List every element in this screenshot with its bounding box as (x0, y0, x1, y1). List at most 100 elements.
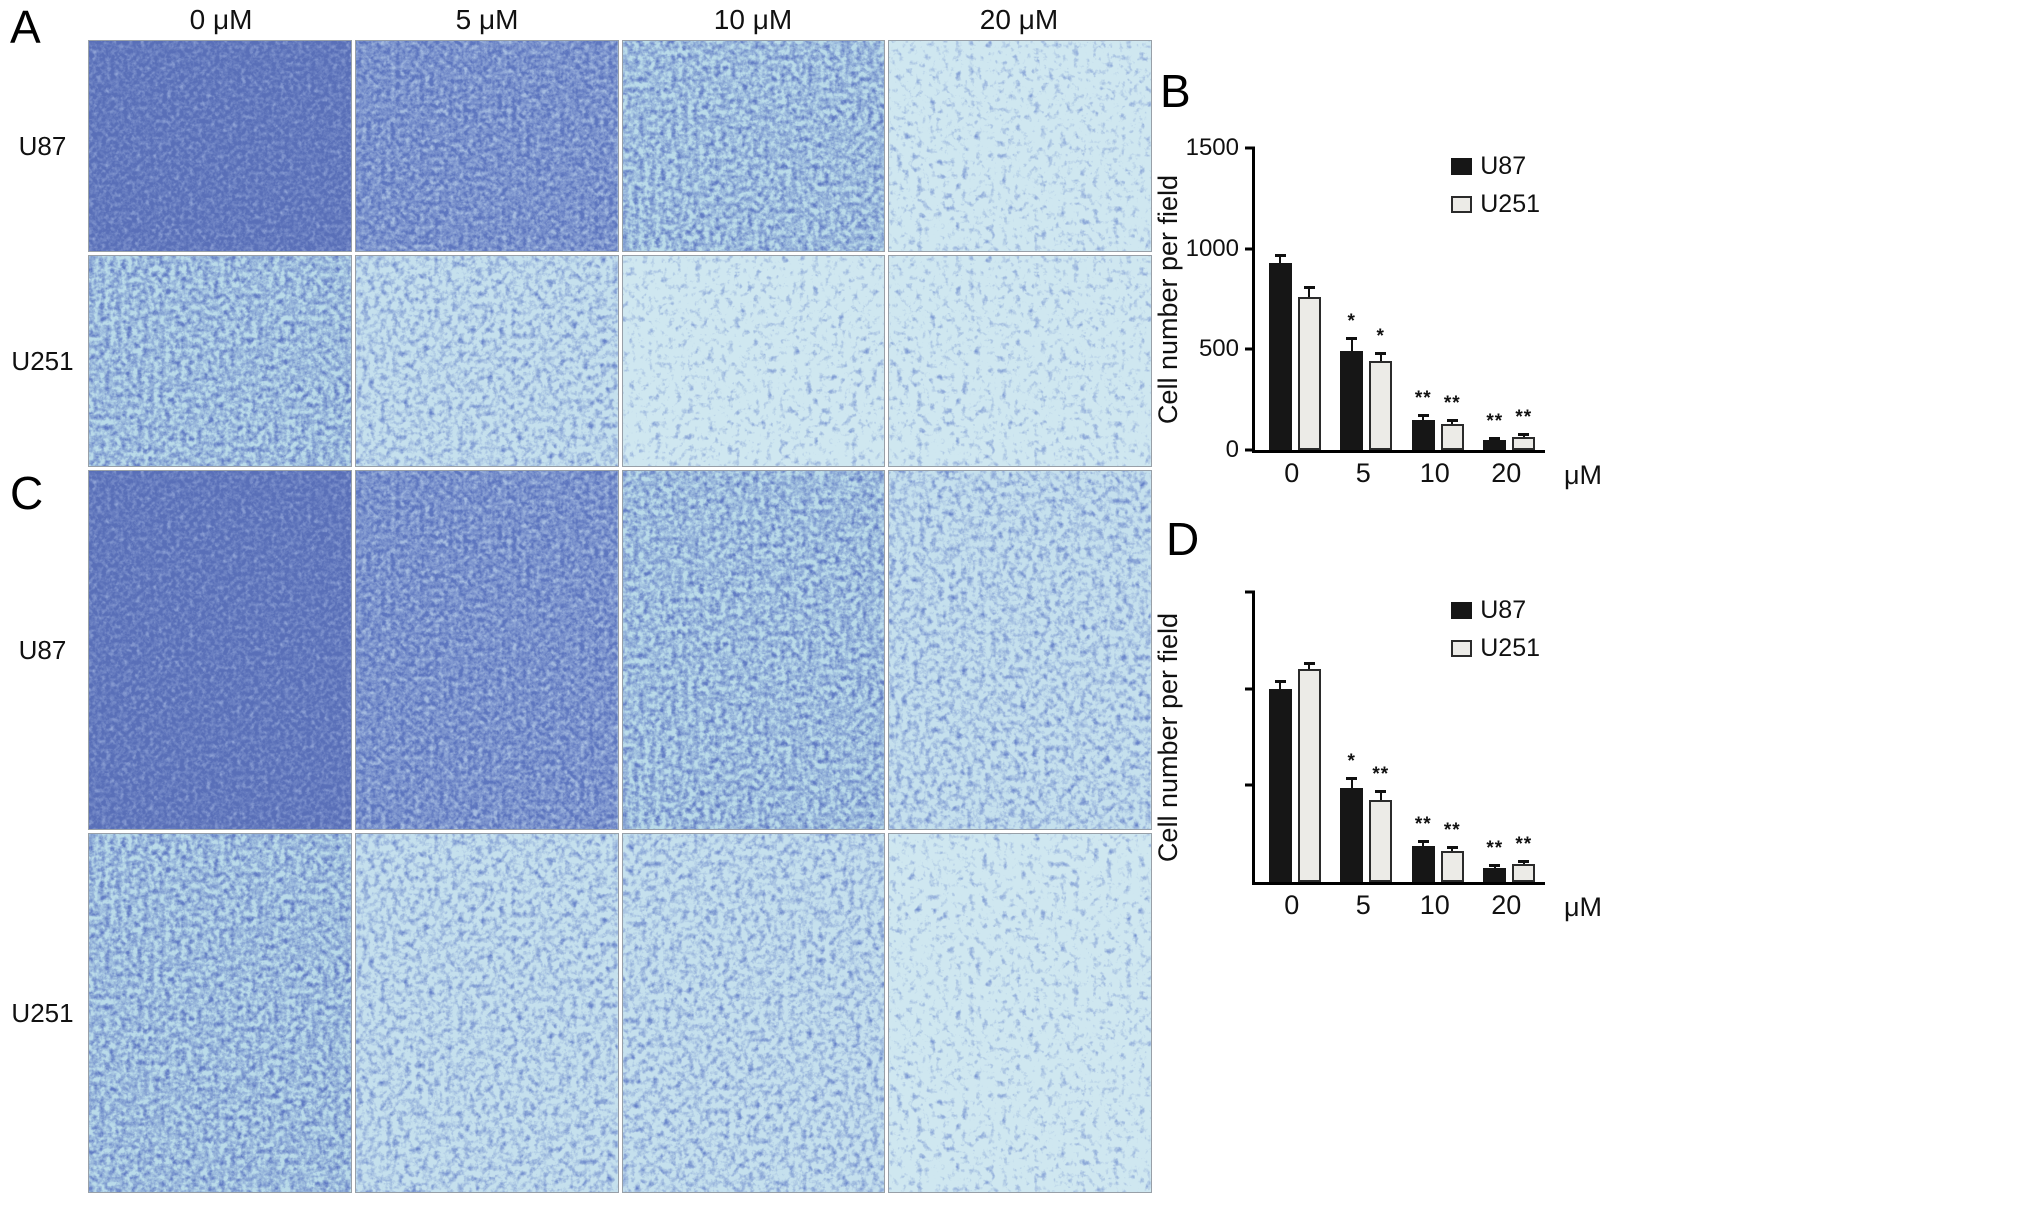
x-tick-label: 10 (1419, 458, 1450, 488)
y-tick-mark (1245, 590, 1255, 594)
micrograph-tile-c-u87-10um (621, 470, 886, 830)
micrograph-texture (889, 256, 1151, 466)
plot-area: 0 500 1000 1500 * * ** ** ** ** (1186, 134, 1545, 463)
bar-wrap (1297, 592, 1321, 882)
bar-chart-d: Cell number per field * ** ** ** ** ** μM 0 5 10… (1154, 590, 1602, 922)
error-bar (1446, 418, 1458, 424)
row-label-c-u87: U87 (18, 634, 67, 665)
bar-wrap: ** (1512, 148, 1536, 450)
legend-item-u251: U251 (1451, 190, 1540, 219)
legend-item-u251: U251 (1451, 634, 1540, 663)
legend-swatch-u251 (1451, 640, 1473, 657)
micrograph-image (622, 471, 885, 829)
bar-groups: * * ** ** ** ** (1259, 148, 1545, 450)
micrograph-tile-c-u87-0um (88, 470, 352, 830)
bar-wrap (1268, 148, 1292, 450)
legend-label-u251: U251 (1480, 634, 1540, 662)
micrograph-image (622, 41, 885, 251)
x-axis-unit: μM (1563, 892, 1602, 922)
micrograph-texture (355, 471, 618, 829)
micrograph-section: A C 0 μM 5 μM 10 μM 20 μM U87 U251 U87 (0, 0, 1152, 1193)
bar-wrap: ** (1512, 592, 1536, 882)
panel-a-grid: U87 U251 (0, 40, 1152, 467)
concentration-header-2: 10 μM (713, 4, 793, 35)
error-bar-cap (1518, 860, 1530, 864)
y-tick-label: 0 (1225, 436, 1239, 463)
bar-groups: * ** ** ** ** ** (1259, 592, 1545, 882)
bar-group: ** ** (1402, 148, 1474, 450)
error-bar (1489, 863, 1501, 868)
bar-wrap: ** (1411, 148, 1435, 450)
concentration-header-3: 20 μM (979, 4, 1059, 35)
micrograph-texture (622, 834, 885, 1192)
bar-group: * ** (1331, 592, 1403, 882)
y-axis-label: Cell number per field (1152, 148, 1186, 450)
bar-wrap: * (1340, 592, 1364, 882)
micrograph-texture (622, 471, 885, 829)
legend-swatch-u87 (1451, 602, 1473, 619)
bar-group (1259, 148, 1331, 450)
micrograph-tile-a-u87-10um (621, 40, 886, 252)
concentration-headers: 0 μM 5 μM 10 μM 20 μM (88, 0, 1152, 40)
x-tick-label: 5 (1355, 890, 1371, 920)
x-tick-label: 5 (1355, 458, 1371, 488)
row-label-c-u251: U251 (11, 997, 74, 1028)
error-bar (1417, 413, 1429, 420)
micrograph-image (622, 834, 885, 1192)
error-bar (1518, 860, 1530, 864)
error-bar-cap (1346, 337, 1358, 341)
row-label-a-u251: U251 (11, 345, 74, 376)
bar-wrap (1297, 148, 1321, 450)
bar-wrap: ** (1483, 148, 1507, 450)
micrograph-tile-c-u251-5um (354, 833, 619, 1193)
error-bar (1346, 337, 1358, 352)
x-tick-label: 10 (1419, 890, 1450, 920)
error-bar-cap (1375, 790, 1387, 794)
bar-wrap: ** (1411, 592, 1435, 882)
legend-swatch-u87 (1451, 158, 1473, 175)
y-tick-label: 1000 (1185, 234, 1239, 262)
micrograph-tile-a-u87-20um (888, 40, 1152, 252)
bar-wrap: ** (1440, 592, 1464, 882)
bar-u251 (1512, 436, 1536, 450)
panel-c-row-u251: U251 (0, 833, 1152, 1193)
error-bar (1518, 433, 1530, 437)
bar-wrap: ** (1369, 592, 1393, 882)
micrograph-tile-a-u87-5um (354, 40, 619, 252)
panel-label-b: B (1160, 65, 1191, 117)
error-bar-cap (1489, 863, 1501, 867)
micrograph-tile-a-u251-10um (621, 255, 886, 467)
error-bar (1417, 839, 1429, 846)
y-axis-label-text: Cell number per field (1153, 174, 1184, 424)
y-tick-mark (1245, 687, 1255, 691)
legend-label-u87: U87 (1480, 152, 1527, 180)
micrograph-image (889, 834, 1151, 1192)
micrograph-texture (889, 471, 1151, 829)
bar-u251 (1440, 423, 1464, 450)
y-tick-mark (1245, 347, 1255, 351)
bar-u251 (1440, 850, 1464, 882)
legend-swatch-u251 (1451, 196, 1473, 213)
significance-marker: ** (1414, 813, 1432, 835)
panel-label-d: D (1166, 513, 1200, 565)
error-bar (1375, 790, 1387, 800)
bar-group: ** ** (1474, 592, 1546, 882)
plot-area: * ** ** ** ** ** (1245, 590, 1545, 885)
bar-u87 (1411, 419, 1435, 450)
y-axis-label-text: Cell number per field (1153, 612, 1184, 862)
x-axis-labels: μM 0 5 10 20 (1252, 890, 1602, 922)
row-label-a-u87: U87 (18, 130, 67, 161)
significance-marker: * (1347, 311, 1356, 333)
micrograph-tile-c-u251-20um (888, 833, 1152, 1193)
micrograph-image (89, 834, 351, 1192)
y-tick-label: 500 (1198, 335, 1239, 363)
error-bar (1274, 253, 1286, 263)
bar-u87 (1483, 867, 1507, 882)
x-tick-label: 20 (1491, 458, 1522, 488)
error-bar-cap (1417, 839, 1429, 843)
micrograph-tile-c-u251-0um (88, 833, 352, 1193)
significance-marker: ** (1443, 392, 1461, 414)
error-bar-cap (1446, 418, 1458, 422)
bar-u87 (1483, 439, 1507, 450)
error-bar (1489, 436, 1501, 440)
